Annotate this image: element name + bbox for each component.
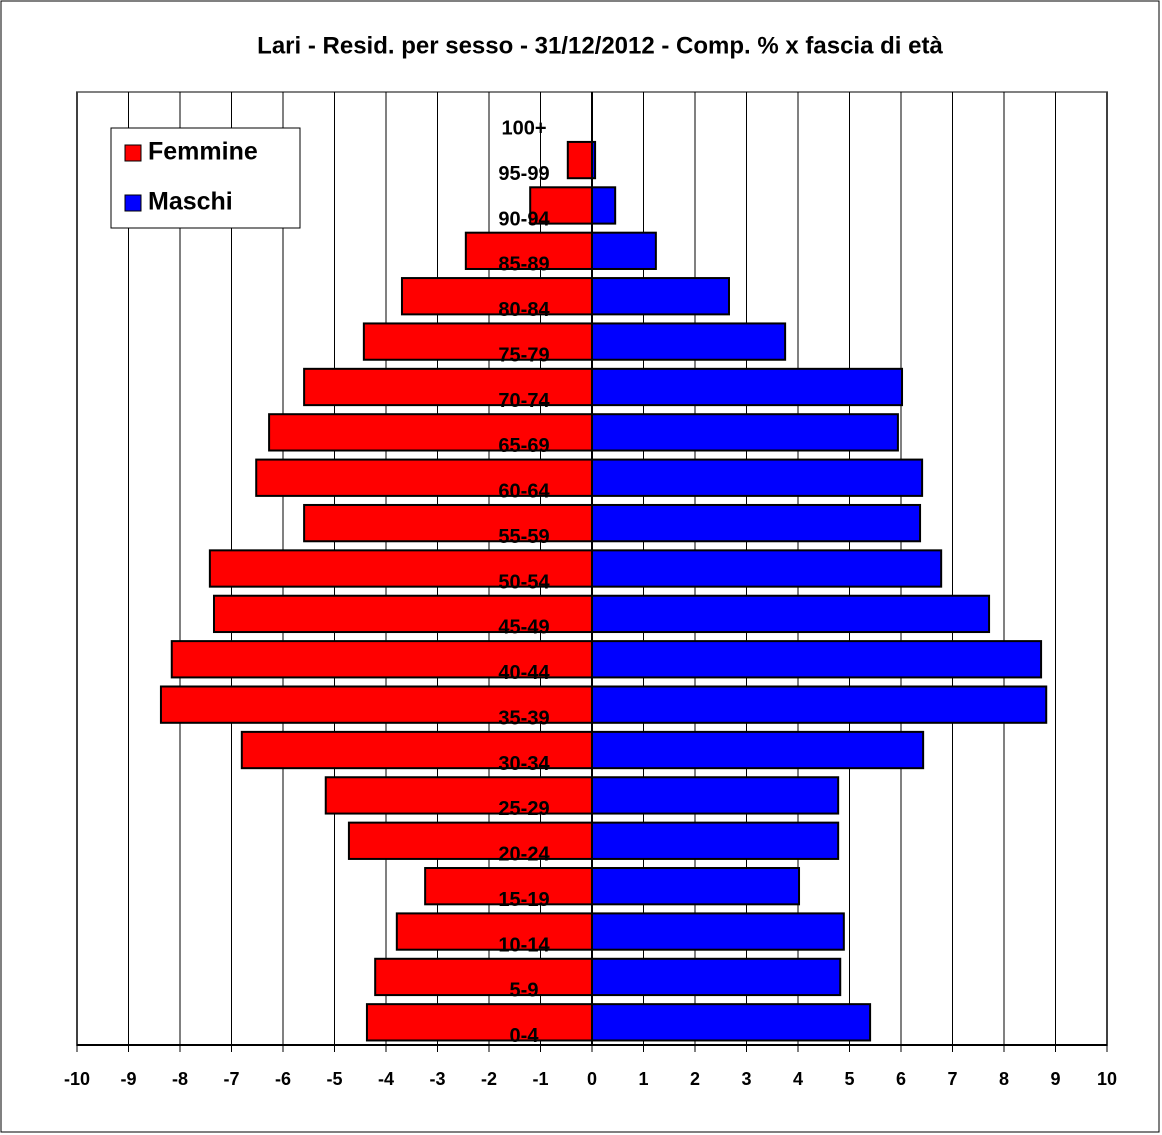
bar — [591, 776, 840, 815]
y-tick-label: 70-74 — [498, 390, 550, 412]
y-tick-label: 30-34 — [498, 753, 550, 775]
bar — [591, 594, 991, 634]
y-tick-label: 100+ — [501, 117, 546, 139]
y-tick-label: 15-19 — [498, 889, 549, 911]
bar — [529, 186, 594, 225]
bar — [208, 549, 593, 588]
chart-title: Lari - Resid. per sesso - 31/12/2012 - C… — [257, 32, 943, 59]
y-tick-label: 60-64 — [498, 481, 550, 503]
x-tick-label: 2 — [690, 1069, 700, 1089]
x-tick-label: -3 — [429, 1069, 445, 1089]
x-tick-label: -8 — [172, 1069, 188, 1089]
bar — [591, 367, 904, 407]
bar — [591, 640, 1043, 679]
y-tick-label: 10-14 — [498, 934, 550, 956]
x-tick-label: 9 — [1050, 1069, 1060, 1089]
y-tick-label: 45-49 — [498, 617, 549, 639]
bar — [566, 140, 593, 180]
bar — [464, 231, 594, 270]
y-tick-label: 75-79 — [498, 344, 549, 366]
y-tick-label: 40-44 — [498, 662, 550, 684]
y-tick-label: 0-4 — [510, 1025, 540, 1047]
bar — [591, 1003, 872, 1042]
x-tick-label: -5 — [326, 1069, 342, 1089]
bar — [591, 277, 730, 316]
x-tick-label: -1 — [532, 1069, 548, 1089]
bar — [324, 776, 593, 815]
bar — [591, 730, 925, 770]
x-tick-label: -10 — [64, 1069, 90, 1089]
x-tick-label: 7 — [947, 1069, 957, 1089]
bar — [365, 1003, 593, 1042]
legend-label: Maschi — [148, 188, 233, 216]
bar — [591, 912, 845, 951]
legend: Femmine Maschi — [110, 127, 301, 229]
y-tick-label: 85-89 — [498, 254, 549, 276]
bar — [591, 867, 801, 906]
bar — [159, 685, 593, 724]
bar — [212, 594, 594, 634]
bar — [400, 277, 593, 316]
x-tick-label: 3 — [741, 1069, 751, 1089]
x-tick-label: 8 — [999, 1069, 1009, 1089]
y-tick-label: 50-54 — [498, 571, 550, 593]
bar — [591, 685, 1048, 724]
bar — [347, 821, 594, 860]
x-tick-label: 5 — [844, 1069, 854, 1089]
legend-swatch — [124, 194, 142, 212]
y-tick-label: 5-9 — [510, 980, 539, 1002]
bar — [591, 821, 840, 860]
bar — [591, 549, 943, 588]
x-tick-label: -7 — [223, 1069, 239, 1089]
x-tick-label: -4 — [378, 1069, 394, 1089]
y-tick-label: 90-94 — [498, 208, 550, 230]
x-tick-label: -9 — [120, 1069, 136, 1089]
x-tick-label: -2 — [481, 1069, 497, 1089]
legend-label: Femmine — [148, 138, 258, 166]
y-tick-label: 80-84 — [498, 299, 550, 321]
legend-swatch — [124, 144, 142, 162]
legend-box — [110, 127, 301, 229]
bar — [424, 867, 594, 906]
y-tick-label: 35-39 — [498, 707, 549, 729]
x-tick-label: 0 — [587, 1069, 597, 1089]
bar — [591, 413, 899, 452]
y-tick-label: 95-99 — [498, 163, 549, 185]
x-tick-label: -6 — [275, 1069, 291, 1089]
bar — [591, 322, 787, 361]
bar — [591, 231, 657, 270]
y-tick-label: 55-59 — [498, 526, 549, 548]
x-tick-label: 4 — [793, 1069, 803, 1089]
y-tick-label: 65-69 — [498, 435, 549, 457]
bar — [591, 957, 842, 997]
bar — [591, 503, 922, 543]
bar — [395, 912, 593, 951]
bar — [170, 640, 593, 679]
x-tick-label: 6 — [896, 1069, 906, 1089]
x-tick-label: 1 — [638, 1069, 648, 1089]
bar — [591, 458, 924, 497]
bar — [255, 458, 593, 497]
y-tick-label: 20-24 — [498, 844, 550, 866]
bar — [303, 503, 593, 543]
bar — [362, 322, 594, 361]
bar — [374, 957, 593, 997]
bar — [591, 186, 617, 225]
x-tick-label: 10 — [1097, 1069, 1117, 1089]
bar — [240, 730, 594, 770]
y-tick-label: 25-29 — [498, 798, 549, 820]
bar — [303, 367, 593, 407]
